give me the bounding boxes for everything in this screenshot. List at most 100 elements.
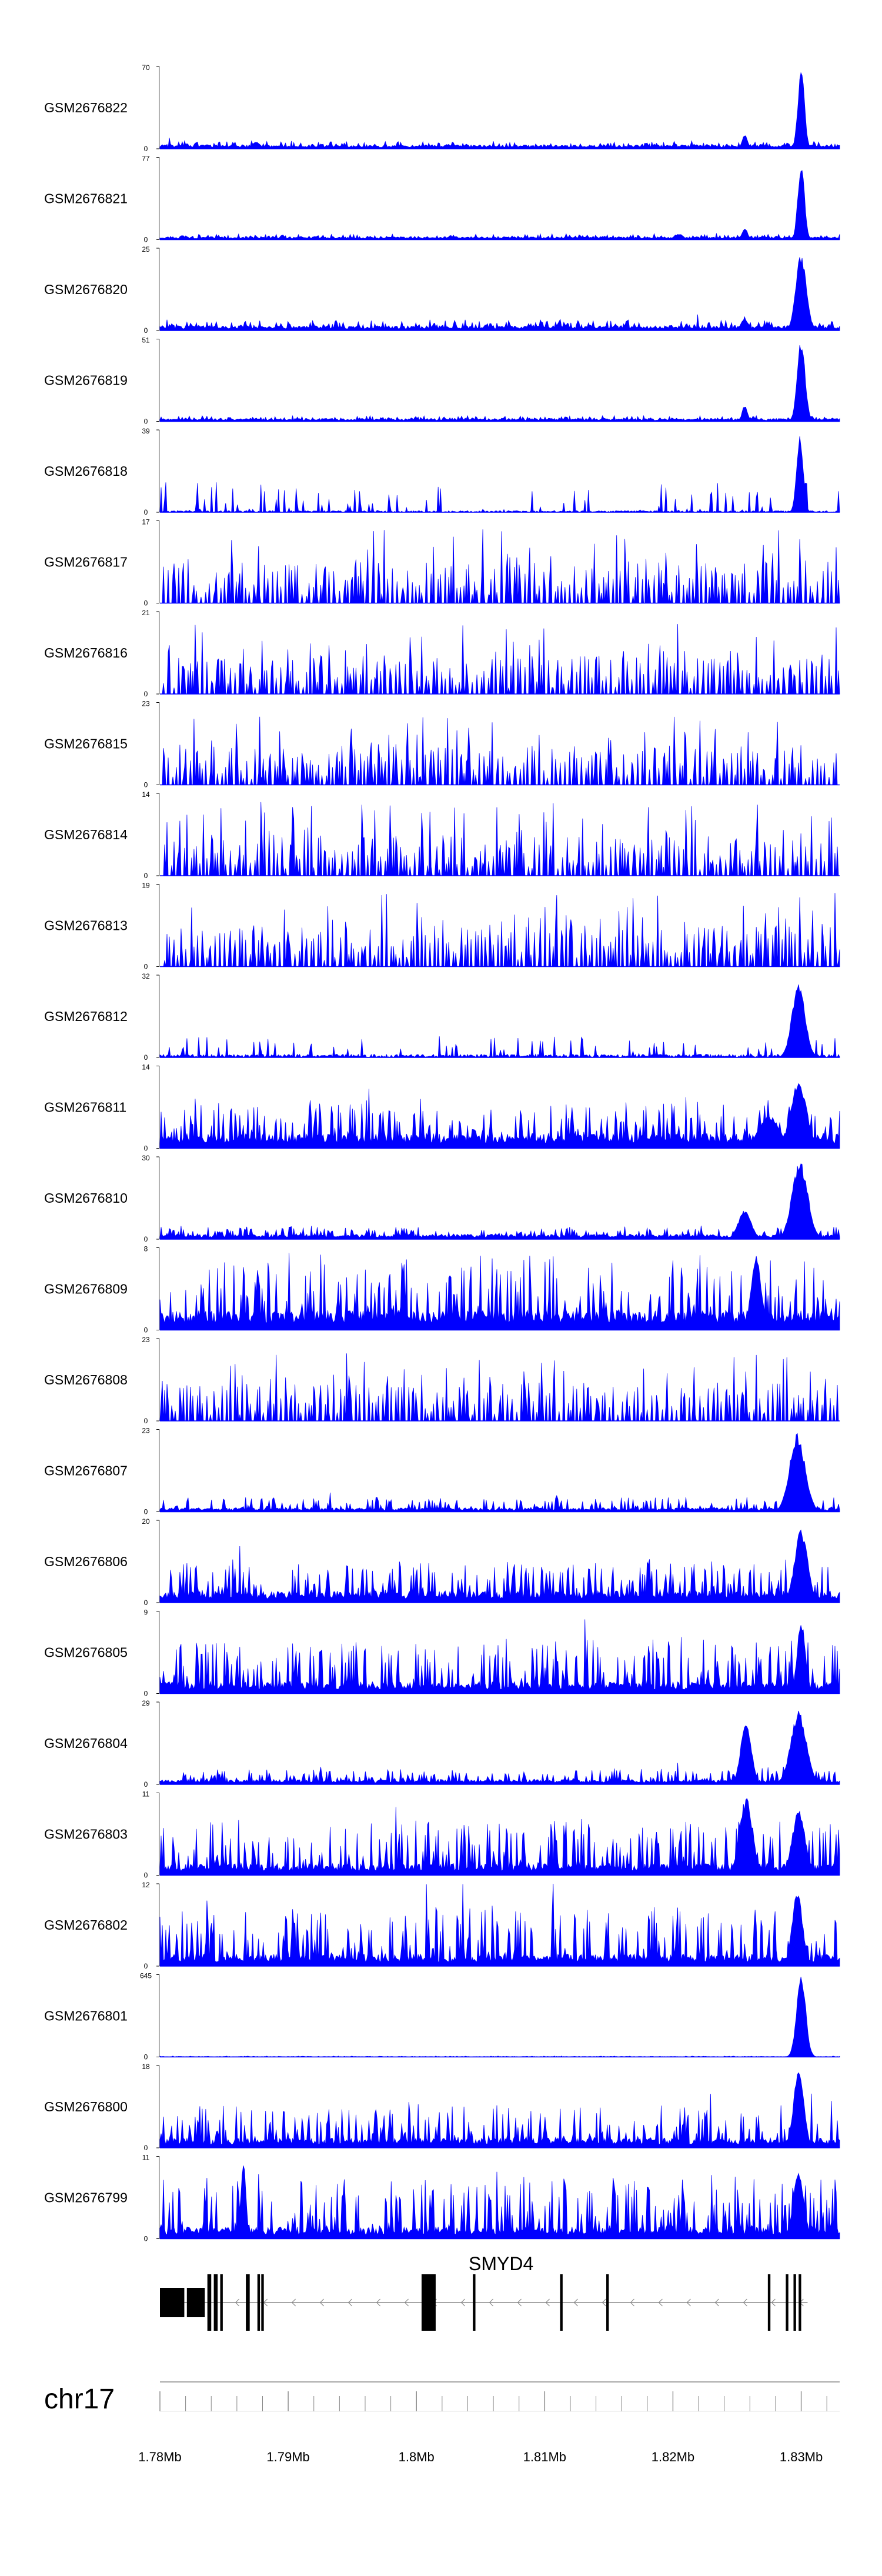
coverage-area — [159, 2072, 840, 2148]
track-label: GSM2676817 — [44, 555, 128, 570]
track-GSM2676820: GSM2676820 25 0 — [44, 245, 840, 335]
track-min-label: 0 — [144, 1508, 148, 1516]
track-max-label: 9 — [144, 1609, 148, 1617]
strand-arrow — [545, 2298, 550, 2307]
track-min-label: 0 — [144, 2053, 148, 2061]
track-GSM2676804: GSM2676804 29 0 — [44, 1699, 840, 1788]
track-max-label: 21 — [142, 609, 150, 617]
track-min-label: 0 — [144, 2235, 148, 2243]
exon — [213, 2274, 218, 2331]
track-label: GSM2676803 — [44, 1827, 128, 1842]
coverage-area — [159, 1529, 840, 1603]
track-min-label: 0 — [144, 236, 148, 244]
track-GSM2676821: GSM2676821 77 0 — [44, 155, 840, 244]
x-tick-label: 1.79Mb — [266, 2450, 309, 2464]
strand-arrow — [658, 2298, 663, 2307]
track-max-label: 77 — [142, 155, 150, 163]
exon — [473, 2274, 476, 2331]
track-min-label: 0 — [144, 1690, 148, 1698]
track-max-label: 8 — [144, 1245, 148, 1253]
track-min-label: 0 — [144, 1962, 148, 1970]
coverage-area — [159, 345, 840, 422]
track-max-label: 23 — [142, 1427, 150, 1435]
exon — [606, 2274, 609, 2331]
strand-arrow — [771, 2298, 776, 2307]
track-GSM2676803: GSM2676803 11 0 — [44, 1790, 840, 1880]
track-GSM2676800: GSM2676800 18 0 — [44, 2063, 840, 2152]
chromosome-label: chr17 — [44, 2384, 115, 2415]
track-min-label: 0 — [144, 508, 148, 516]
exon — [207, 2274, 212, 2331]
track-GSM2676818: GSM2676818 39 0 — [44, 427, 840, 516]
track-max-label: 70 — [142, 64, 150, 72]
track-min-label: 0 — [144, 872, 148, 880]
coverage-area — [159, 1163, 840, 1240]
coverage-tracks: GSM2676822700GSM2676821770GSM2676820250G… — [44, 64, 840, 2243]
track-min-label: 0 — [144, 1235, 148, 1243]
strand-arrow — [573, 2298, 578, 2307]
track-label: GSM2676813 — [44, 918, 128, 933]
coverage-area — [159, 984, 840, 1059]
strand-arrow — [348, 2298, 353, 2307]
track-min-label: 0 — [144, 418, 148, 426]
track-min-label: 0 — [144, 1780, 148, 1788]
track-max-label: 32 — [142, 972, 150, 980]
exon — [421, 2274, 436, 2331]
coverage-area — [160, 716, 840, 785]
track-min-label: 0 — [144, 145, 148, 153]
gene-label: SMYD4 — [469, 2253, 533, 2274]
coverage-area — [159, 72, 840, 149]
exon — [261, 2274, 264, 2331]
coverage-area — [159, 1353, 840, 1422]
coverage-area — [160, 529, 840, 603]
coverage-area — [159, 1798, 840, 1876]
track-min-label: 0 — [144, 1417, 148, 1425]
strand-arrow — [376, 2298, 381, 2307]
track-GSM2676799: GSM2676799 11 0 — [44, 2154, 840, 2243]
gene-annotation-track: SMYD4 — [160, 2253, 808, 2331]
coverage-area — [160, 624, 840, 695]
track-max-label: 14 — [142, 790, 150, 799]
track-GSM2676822: GSM2676822 70 0 — [44, 64, 840, 153]
track-label: GSM2676819 — [44, 373, 128, 388]
track-max-label: 645 — [140, 1972, 152, 1980]
track-max-label: 17 — [142, 518, 150, 526]
track-max-label: 23 — [142, 700, 150, 708]
track-max-label: 23 — [142, 1336, 150, 1344]
track-GSM2676815: GSM2676815 23 0 — [44, 700, 840, 789]
coverage-area — [159, 170, 840, 240]
track-GSM2676809: GSM2676809 8 0 — [44, 1245, 840, 1334]
track-GSM2676807: GSM2676807 23 0 — [44, 1427, 840, 1516]
track-max-label: 39 — [142, 427, 150, 435]
exon — [186, 2288, 205, 2317]
track-GSM2676814: GSM2676814 14 0 — [44, 790, 840, 880]
track-GSM2676819: GSM2676819 51 0 — [44, 336, 840, 426]
track-GSM2676811: GSM2676811 14 0 — [44, 1063, 840, 1153]
track-label: GSM2676799 — [44, 2190, 128, 2205]
track-min-label: 0 — [144, 2144, 148, 2152]
x-tick-label: 1.83Mb — [780, 2450, 823, 2464]
track-max-label: 30 — [142, 1154, 150, 1162]
x-tick-label: 1.81Mb — [523, 2450, 566, 2464]
track-min-label: 0 — [144, 1326, 148, 1334]
x-tick-label: 1.78Mb — [138, 2450, 181, 2464]
coverage-area — [159, 1433, 840, 1512]
track-label: GSM2676811 — [44, 1100, 126, 1115]
track-GSM2676801: GSM2676801 645 0 — [44, 1972, 840, 2061]
track-min-label: 0 — [144, 1144, 148, 1153]
track-GSM2676808: GSM2676808 23 0 — [44, 1336, 840, 1425]
track-GSM2676817: GSM2676817 17 0 — [44, 518, 840, 608]
coverage-area — [159, 1883, 840, 1967]
track-label: GSM2676821 — [44, 191, 128, 206]
track-min-label: 0 — [144, 690, 148, 698]
track-label: GSM2676812 — [44, 1009, 128, 1024]
track-min-label: 0 — [144, 781, 148, 789]
coverage-area — [160, 893, 840, 967]
track-max-label: 20 — [142, 1517, 150, 1526]
track-max-label: 12 — [142, 1881, 150, 1889]
track-GSM2676806: GSM2676806 20 0 — [44, 1517, 840, 1607]
track-label: GSM2676810 — [44, 1190, 128, 1206]
track-label: GSM2676806 — [44, 1554, 128, 1569]
exon — [793, 2274, 796, 2331]
